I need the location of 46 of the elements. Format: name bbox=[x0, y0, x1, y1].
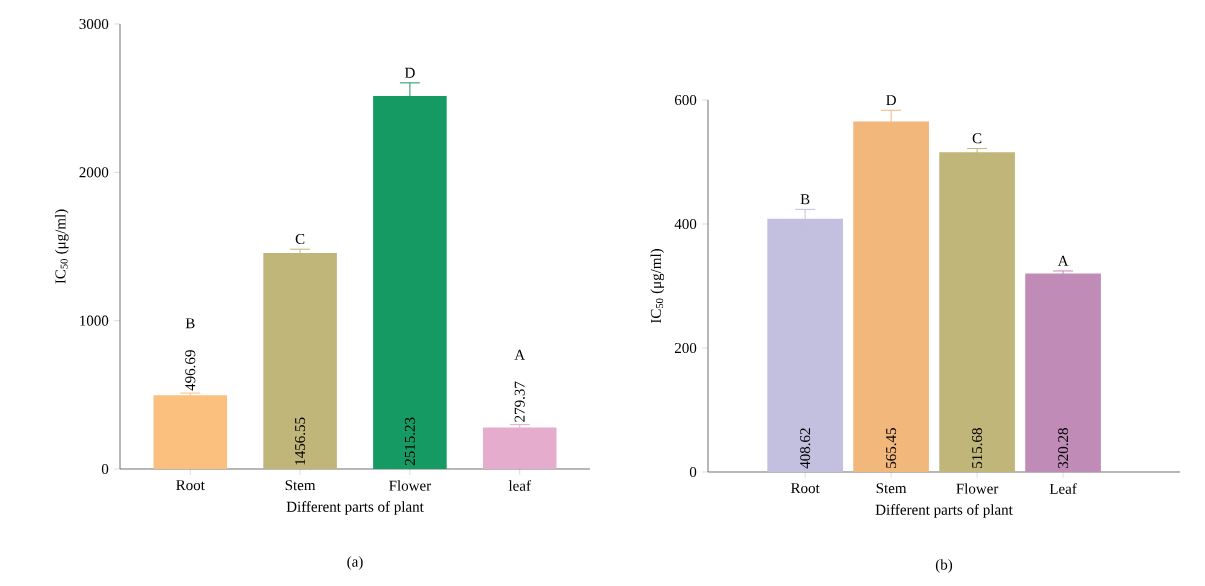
x-tick-label: Root bbox=[176, 480, 205, 491]
bar bbox=[939, 152, 1015, 472]
x-tick-label: Stem bbox=[876, 483, 907, 494]
data-label: 2515.23 bbox=[404, 417, 415, 466]
bar bbox=[853, 121, 929, 472]
x-tick-label: leaf bbox=[508, 480, 531, 491]
data-label: 515.68 bbox=[972, 428, 983, 468]
annotation: A bbox=[514, 349, 526, 360]
text: (b) bbox=[935, 559, 953, 573]
data-label: 496.69 bbox=[185, 350, 196, 391]
y-tick-label: 400 bbox=[674, 218, 697, 230]
x-axis-title: Different parts of plant bbox=[286, 501, 424, 515]
bar bbox=[373, 95, 447, 469]
y-tick-label: 3000 bbox=[79, 18, 109, 30]
annotation: D bbox=[886, 95, 896, 106]
y-tick-label: 2000 bbox=[79, 167, 109, 178]
data-label: 408.62 bbox=[800, 428, 811, 469]
annotation: A bbox=[1057, 255, 1069, 266]
bar bbox=[153, 395, 228, 469]
annotation: B bbox=[185, 318, 195, 329]
bar bbox=[263, 252, 337, 469]
y-axis-title: IC$_{50}$ (μg/ml) bbox=[54, 209, 69, 284]
y-tick-label: 1000 bbox=[80, 315, 109, 326]
y-tick-label: 600 bbox=[674, 94, 697, 106]
x-tick-label: Stem bbox=[285, 480, 316, 491]
x-axis-title: Different parts of plant bbox=[875, 504, 1013, 518]
data-label: 1456.55 bbox=[295, 417, 306, 465]
x-tick-label: Flower bbox=[956, 483, 999, 494]
bar bbox=[1025, 273, 1101, 472]
annotation: C bbox=[295, 233, 305, 245]
data-label: 320.28 bbox=[1057, 428, 1069, 469]
y-tick-label: 0 bbox=[101, 463, 109, 475]
x-tick-label: Leaf bbox=[1049, 483, 1077, 494]
annotation: B bbox=[800, 194, 810, 205]
annotation: D bbox=[404, 67, 415, 78]
y-tick-label: 200 bbox=[674, 342, 697, 354]
bar bbox=[482, 427, 557, 469]
annotation: C bbox=[972, 133, 982, 144]
data-label: 279.37 bbox=[514, 381, 525, 422]
x-tick-label: Flower bbox=[389, 480, 432, 491]
y-tick-label: 0 bbox=[689, 466, 697, 478]
bar bbox=[767, 218, 843, 472]
text: (a) bbox=[347, 556, 363, 570]
x-tick-label: Root bbox=[791, 483, 820, 494]
data-label: 565.45 bbox=[886, 428, 897, 468]
y-axis-title: IC$_{50}$ (μg/ml) bbox=[650, 249, 665, 324]
